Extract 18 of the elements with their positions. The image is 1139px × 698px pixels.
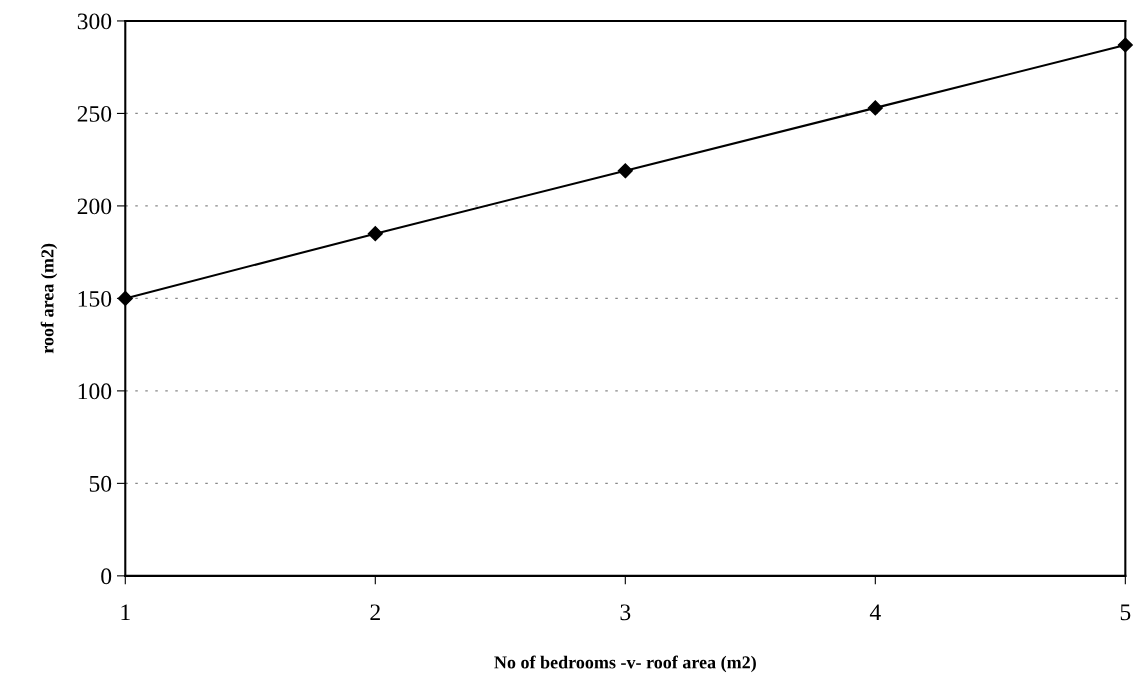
x-tick-label: 3 xyxy=(620,604,631,621)
y-tick-label: 300 xyxy=(77,13,112,30)
y-tick-label: 150 xyxy=(78,290,112,307)
x-axis-title: No of bedrooms -v- roof area (m2) xyxy=(494,655,756,673)
y-tick-label: 200 xyxy=(77,198,112,215)
y-tick-label: 50 xyxy=(89,475,112,492)
x-tick-label: 2 xyxy=(370,604,380,621)
y-tick-label: 250 xyxy=(77,105,112,122)
y-axis-title: roof area (m2) xyxy=(40,243,58,354)
x-tick-label: 1 xyxy=(121,604,130,621)
x-tick-label: 4 xyxy=(869,604,881,621)
y-tick-label: 100 xyxy=(78,383,112,400)
point xyxy=(867,100,883,116)
y-tick-label: 0 xyxy=(101,568,112,585)
point xyxy=(367,226,383,242)
point xyxy=(1117,37,1133,53)
point xyxy=(617,163,633,179)
x-tick-label: 5 xyxy=(1120,604,1131,621)
